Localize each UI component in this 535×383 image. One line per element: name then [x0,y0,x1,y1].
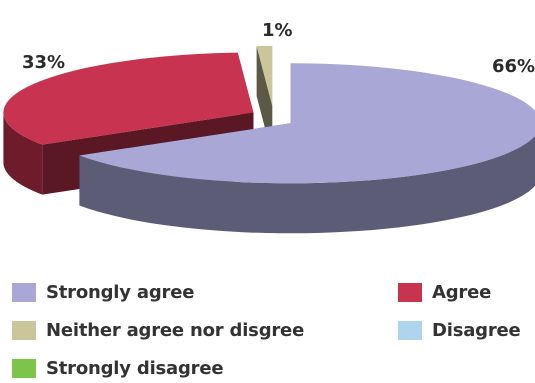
pie-slice-strongly-agree [79,63,535,234]
data-label-agree: 33% [22,52,66,73]
pie-slice-rim-strongly-agree-0 [79,135,535,234]
pie-slice-top-strongly-agree [79,63,535,184]
pie-slice-rim-agree-0 [3,112,43,195]
pie-slice-top-agree [3,52,254,145]
data-label-strongly-agree: 66% [492,56,535,77]
pie-tops [3,45,535,234]
data-label-neither: 1% [262,20,293,41]
pie-slice-top-neither [256,45,273,106]
